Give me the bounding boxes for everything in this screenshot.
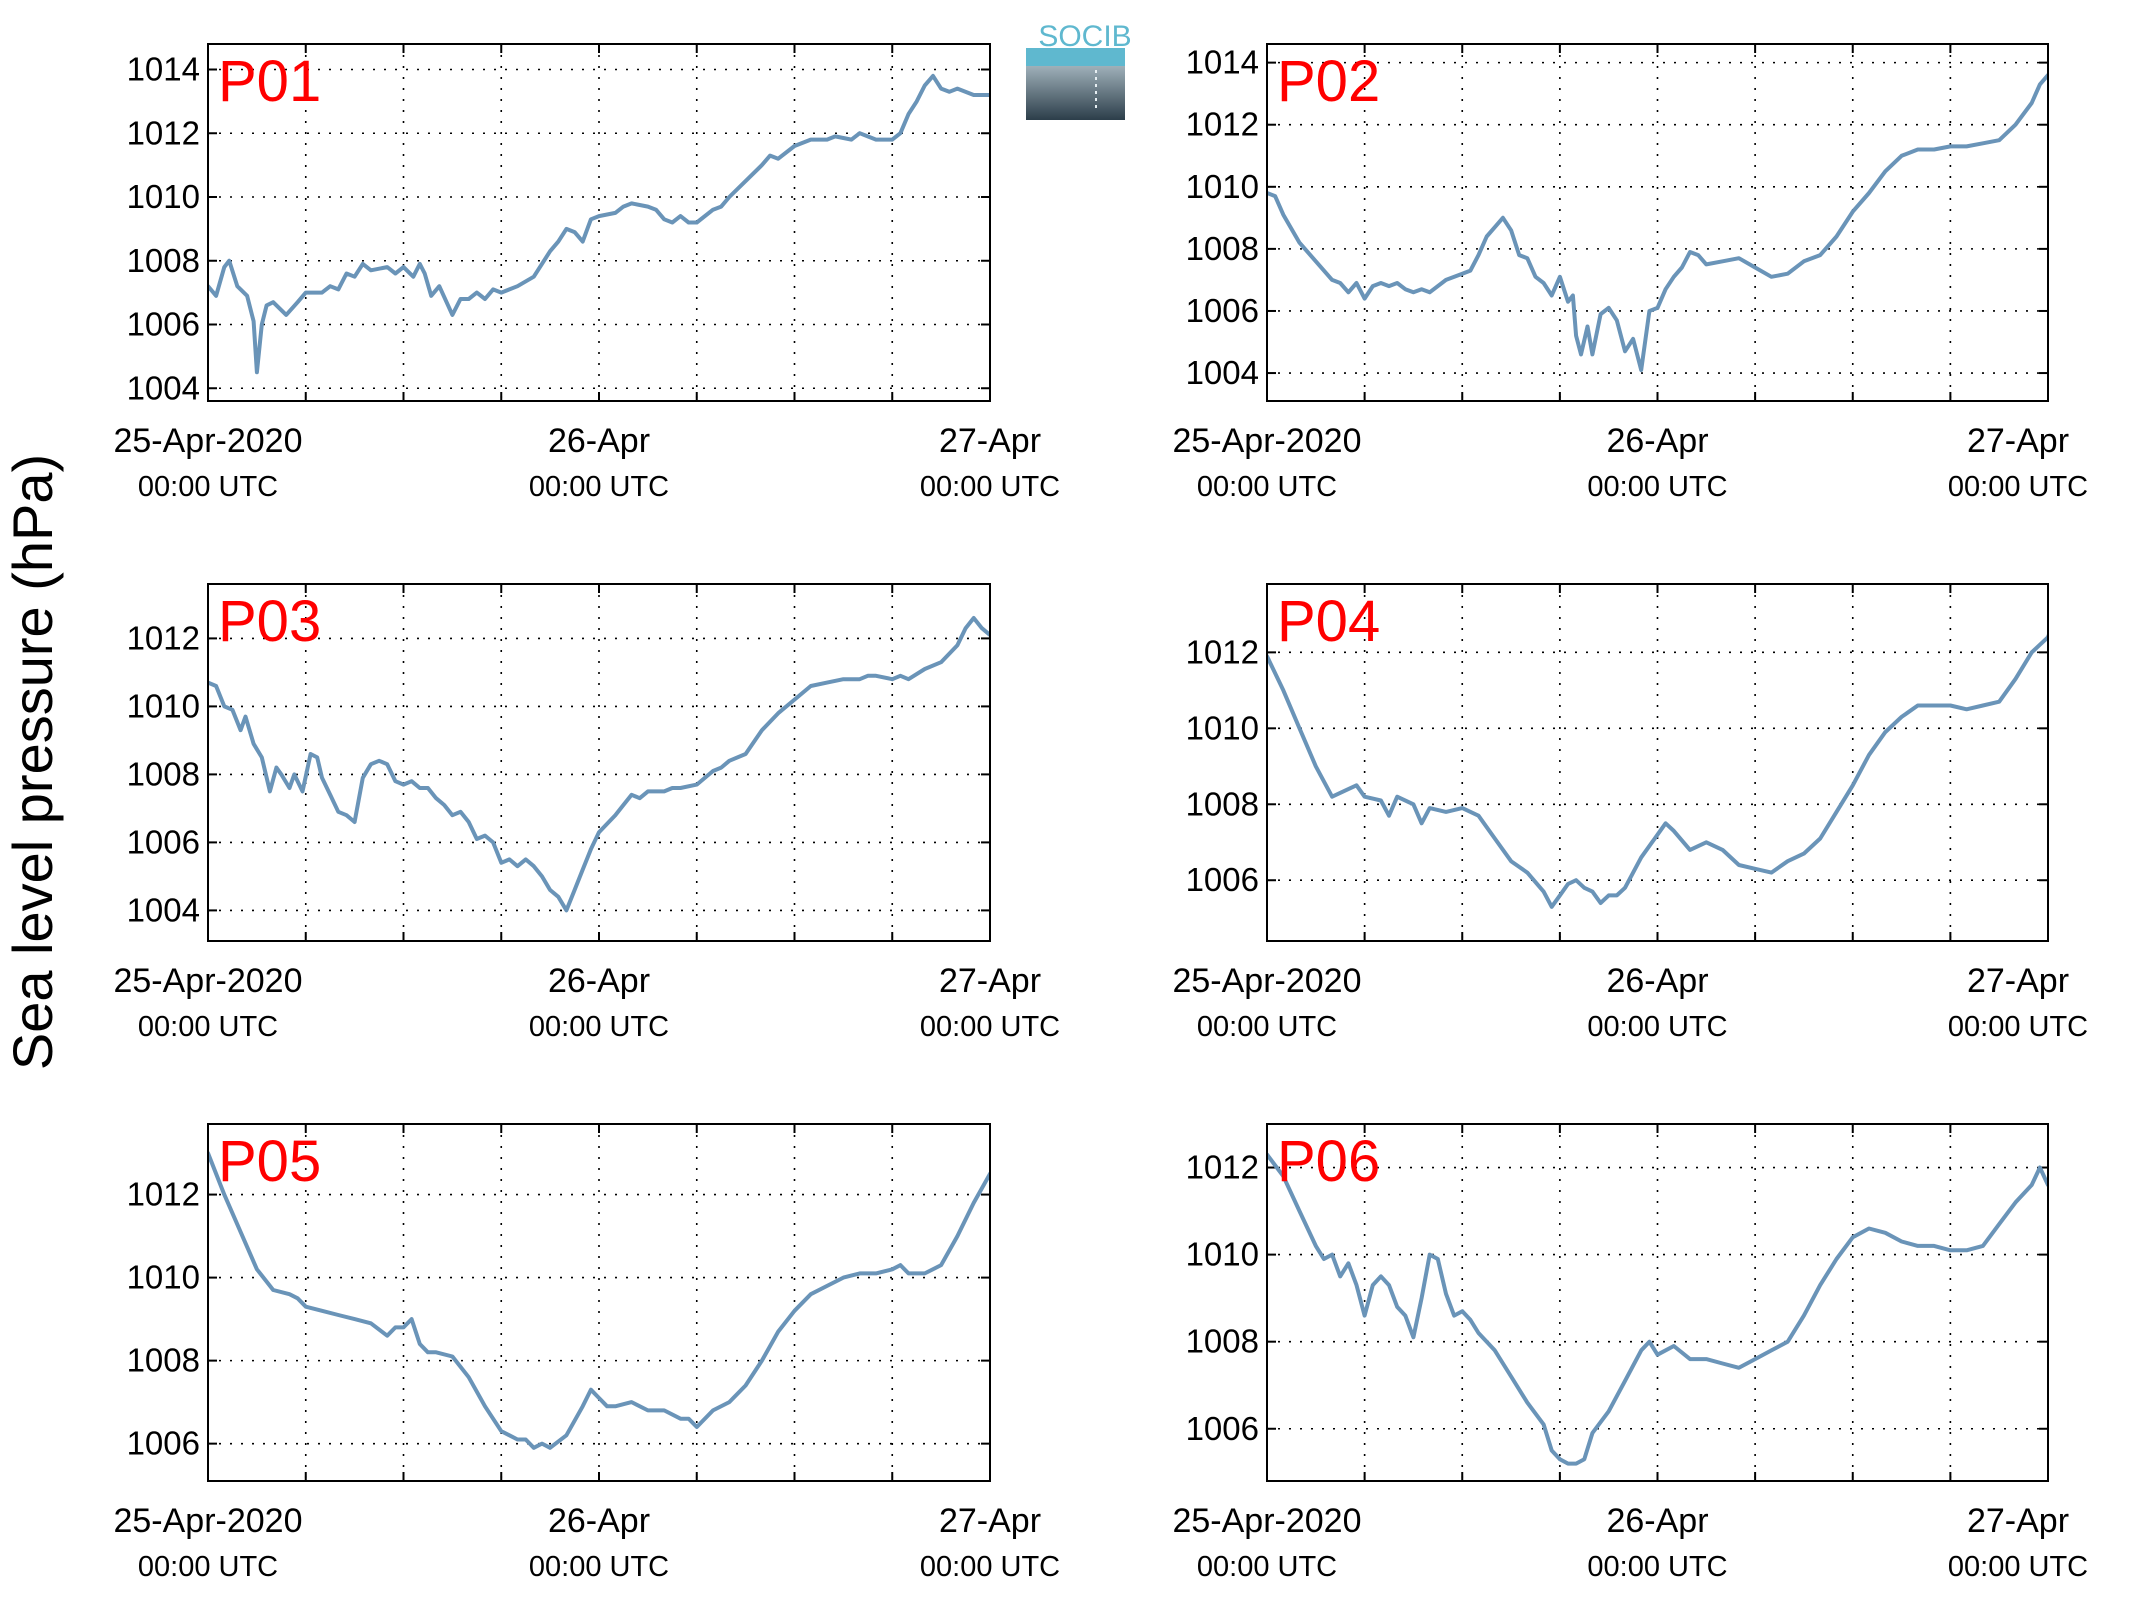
x-tick-date-label: 26-Apr (1606, 1502, 1708, 1540)
x-tick-time-label: 00:00 UTC (138, 1011, 278, 1043)
y-tick-label: 1008 (1186, 1323, 1259, 1360)
x-tick-time-label: 00:00 UTC (1197, 1011, 1337, 1043)
panel-label-p02: P02 (1277, 49, 1380, 114)
x-tick-time-label: 00:00 UTC (1587, 1551, 1727, 1583)
panel-label-p06: P06 (1277, 1129, 1380, 1194)
socib-logo-text: SOCIB (1038, 20, 1131, 53)
y-tick-label: 1014 (1186, 44, 1259, 81)
y-tick-label: 1004 (1186, 354, 1259, 391)
x-tick-date-label: 26-Apr (548, 962, 650, 1000)
x-tick-time-label: 00:00 UTC (1948, 471, 2088, 503)
y-tick-label: 1012 (1186, 106, 1259, 143)
x-tick-time-label: 00:00 UTC (529, 1551, 669, 1583)
x-tick-time-label: 00:00 UTC (1587, 1011, 1727, 1043)
plot-frame (207, 1123, 991, 1482)
x-tick-date-label: 27-Apr (1967, 422, 2069, 460)
panel-p03: 1004 1006 1008 1010 1012 P03 25-Apr-2020 00:00 … (113, 583, 1060, 1043)
panel-label-p01: P01 (218, 49, 321, 114)
x-tick-time-label: 00:00 UTC (920, 471, 1060, 503)
y-tick-label: 1008 (127, 1342, 200, 1379)
x-tick-date-label: 25-Apr-2020 (1172, 962, 1361, 1000)
y-tick-label: 1010 (1186, 1236, 1259, 1273)
y-tick-label: 1014 (127, 51, 200, 88)
global-ylabel: Sea level pressure (hPa) (1, 454, 64, 1070)
panel-label-p03: P03 (218, 589, 321, 654)
y-tick-label: 1008 (1186, 230, 1259, 267)
series-line-p01 (208, 73, 990, 375)
y-tick-label: 1012 (1186, 1149, 1259, 1186)
plot-frame (1266, 583, 2049, 942)
y-tick-label: 1006 (127, 823, 200, 860)
x-tick-date-label: 26-Apr (1606, 962, 1708, 1000)
panel-p02: 1004 1006 1008 1010 1012 1014 P02 25-Apr-2020 00… (1172, 43, 2088, 503)
x-tick-date-label: 27-Apr (1967, 1502, 2069, 1540)
x-tick-date-label: 26-Apr (548, 1502, 650, 1540)
socib-logo: SOCIB (1026, 20, 1132, 120)
y-tick-label: 1012 (127, 1176, 200, 1213)
x-tick-date-label: 27-Apr (1967, 962, 2069, 1000)
x-tick-time-label: 00:00 UTC (920, 1011, 1060, 1043)
x-tick-time-label: 00:00 UTC (920, 1551, 1060, 1583)
y-tick-label: 1010 (127, 1259, 200, 1296)
x-tick-time-label: 00:00 UTC (1948, 1551, 2088, 1583)
x-tick-time-label: 00:00 UTC (1948, 1011, 2088, 1043)
panels: 1004 1006 1008 1010 1012 1014 P01 25-Apr-2020 00… (113, 43, 2088, 1583)
y-tick-label: 1008 (127, 755, 200, 792)
y-tick-label: 1006 (127, 1425, 200, 1462)
y-tick-label: 1012 (127, 114, 200, 151)
y-tick-label: 1010 (1186, 709, 1259, 746)
x-tick-time-label: 00:00 UTC (529, 471, 669, 503)
plot-frame (1266, 43, 2049, 402)
x-tick-date-label: 26-Apr (548, 422, 650, 460)
series-line-p04 (1267, 631, 2048, 909)
panel-label-p05: P05 (218, 1129, 321, 1194)
y-tick-label: 1004 (127, 891, 200, 928)
y-tick-label: 1004 (127, 369, 200, 406)
x-tick-date-label: 25-Apr-2020 (1172, 1502, 1361, 1540)
x-tick-date-label: 25-Apr-2020 (113, 1502, 302, 1540)
x-tick-time-label: 00:00 UTC (529, 1011, 669, 1043)
socib-logo-wave (1026, 48, 1125, 66)
series-line-p03 (208, 616, 990, 913)
x-tick-time-label: 00:00 UTC (1197, 471, 1337, 503)
plot-frame (207, 43, 991, 402)
y-tick-label: 1008 (1186, 785, 1259, 822)
panel-p05: 1006 1008 1010 1012 P05 25-Apr-2020 00:00 UTC 2… (113, 1123, 1060, 1583)
y-tick-label: 1008 (127, 242, 200, 279)
x-tick-date-label: 26-Apr (1606, 422, 1708, 460)
x-tick-date-label: 27-Apr (939, 1502, 1041, 1540)
y-tick-label: 1012 (1186, 633, 1259, 670)
x-tick-date-label: 27-Apr (939, 422, 1041, 460)
y-tick-label: 1006 (1186, 861, 1259, 898)
y-tick-label: 1012 (127, 619, 200, 656)
y-tick-label: 1006 (127, 306, 200, 343)
x-tick-date-label: 25-Apr-2020 (113, 962, 302, 1000)
x-tick-date-label: 27-Apr (939, 962, 1041, 1000)
x-tick-date-label: 25-Apr-2020 (1172, 422, 1361, 460)
plot-frame (1266, 1123, 2049, 1482)
y-tick-label: 1010 (127, 178, 200, 215)
panel-label-p04: P04 (1277, 589, 1380, 654)
x-tick-time-label: 00:00 UTC (138, 1551, 278, 1583)
panel-p04: 1006 1008 1010 1012 P04 25-Apr-2020 00:00 UTC 2… (1172, 583, 2088, 1043)
y-tick-label: 1006 (1186, 292, 1259, 329)
panel-p01: 1004 1006 1008 1010 1012 1014 P01 25-Apr-2020 00… (113, 43, 1060, 503)
x-tick-time-label: 00:00 UTC (1197, 1551, 1337, 1583)
panel-p06: 1006 1008 1010 1012 P06 25-Apr-2020 00:00 UTC 2… (1172, 1123, 2088, 1583)
socib-logo-block (1026, 66, 1125, 120)
y-tick-label: 1006 (1186, 1410, 1259, 1447)
x-tick-time-label: 00:00 UTC (1587, 471, 1727, 503)
plot-frame (207, 583, 991, 942)
y-tick-label: 1010 (127, 687, 200, 724)
x-tick-date-label: 25-Apr-2020 (113, 422, 302, 460)
y-tick-label: 1010 (1186, 168, 1259, 205)
x-tick-time-label: 00:00 UTC (138, 471, 278, 503)
series-line-p02 (1267, 73, 2048, 372)
series-line-p05 (208, 1151, 990, 1450)
series-line-p06 (1267, 1152, 2048, 1466)
